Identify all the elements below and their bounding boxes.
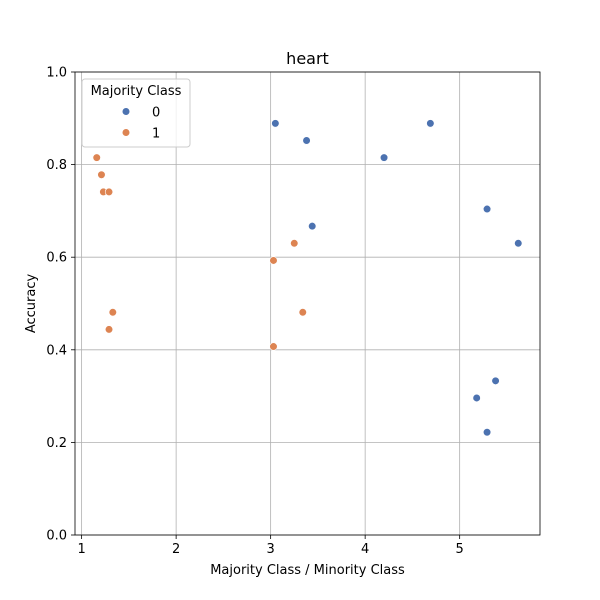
legend-label-1: 1 <box>152 127 160 142</box>
x-tick-label: 4 <box>361 542 369 557</box>
x-tick-label: 5 <box>456 542 464 557</box>
data-point-series-0 <box>302 136 311 145</box>
data-point-series-1 <box>298 308 307 317</box>
data-point-series-0 <box>482 204 492 214</box>
data-point-series-0 <box>308 222 317 231</box>
data-point-series-1 <box>108 308 117 317</box>
data-point-series-0 <box>514 239 523 248</box>
data-point-series-1 <box>97 170 106 179</box>
chart-title: heart <box>286 49 329 68</box>
legend-box <box>81 78 191 148</box>
x-tick-label: 2 <box>172 542 180 557</box>
data-point-series-0 <box>426 119 435 128</box>
data-point-series-1 <box>269 342 278 351</box>
y-tick-label: 0.6 <box>46 251 67 266</box>
x-tick-label: 3 <box>266 542 274 557</box>
y-tick-label: 0.2 <box>46 436 67 451</box>
data-point-series-0 <box>491 376 500 385</box>
data-point-series-0 <box>472 393 481 403</box>
data-point-series-0 <box>379 153 389 162</box>
data-point-series-0 <box>482 428 492 437</box>
data-point-series-1 <box>290 239 299 248</box>
legend-label-0: 0 <box>152 106 160 121</box>
legend-marker-1 <box>121 128 131 137</box>
data-point-series-0 <box>271 119 280 128</box>
data-point-series-1 <box>104 187 114 197</box>
legend-title: Majority Class <box>91 84 182 99</box>
data-point-series-1 <box>92 153 101 162</box>
y-tick-label: 1.0 <box>46 66 67 81</box>
data-point-series-1 <box>269 256 278 265</box>
legend: Majority Class 01 <box>81 78 191 148</box>
x-axis-label: Majority Class / Minority Class <box>210 563 405 578</box>
x-tick-label: 1 <box>77 542 85 557</box>
legend-items: 01 <box>121 106 160 142</box>
data-points <box>92 119 523 437</box>
axes: 1 2 3 4 5 0.0 0.2 0.4 0.6 0.8 1.0 <box>46 66 541 557</box>
y-axis-label: Accuracy <box>24 274 39 334</box>
plot-frame <box>74 71 541 536</box>
y-tick-label: 0.4 <box>46 343 67 358</box>
y-tick-label: 0.0 <box>46 529 67 544</box>
data-point-series-1 <box>104 325 114 334</box>
legend-marker-0 <box>121 107 131 116</box>
y-tick-label: 0.8 <box>46 158 67 173</box>
